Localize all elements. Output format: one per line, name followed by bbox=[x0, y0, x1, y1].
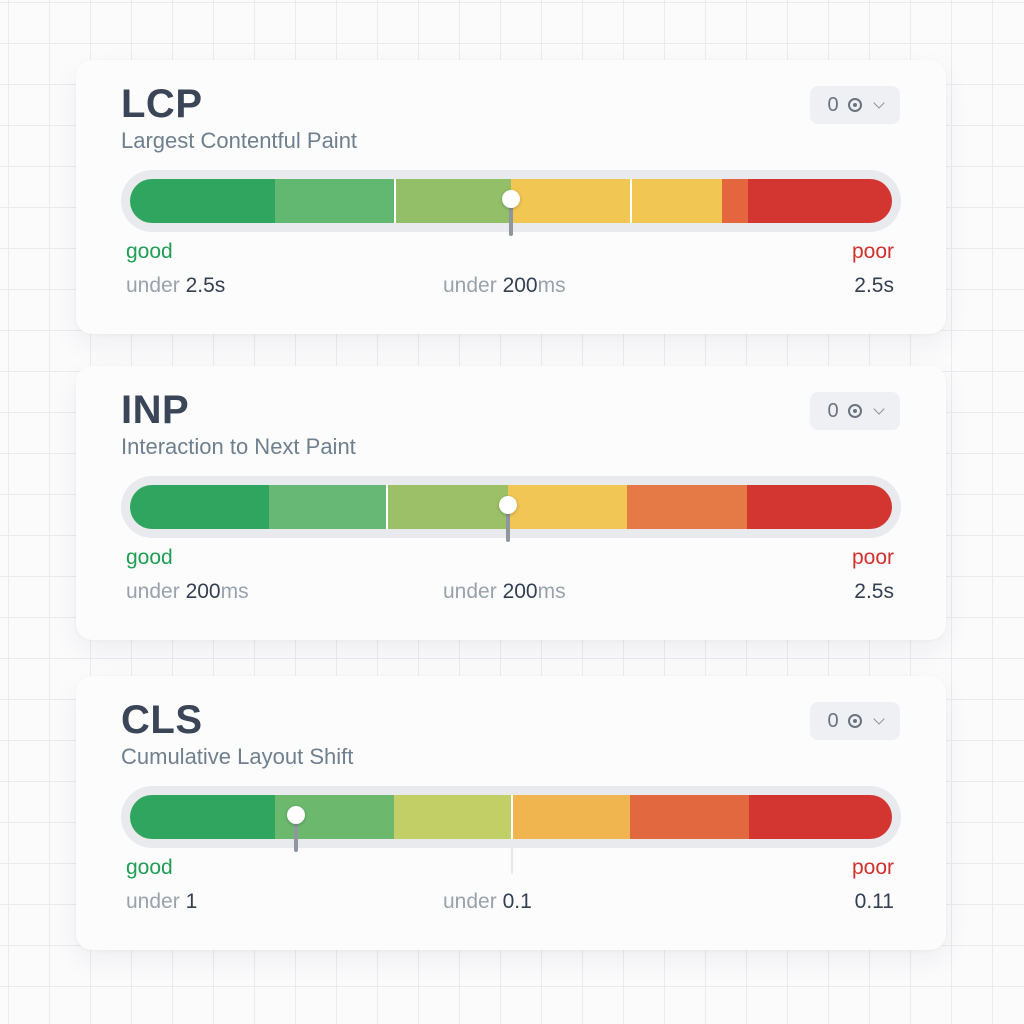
score-marker-handle[interactable] bbox=[502, 190, 520, 208]
score-bar bbox=[130, 179, 892, 223]
score-segment bbox=[722, 179, 748, 223]
threshold-tick bbox=[511, 848, 513, 874]
score-segment bbox=[749, 795, 892, 839]
score-marker-handle[interactable] bbox=[287, 806, 305, 824]
score-segment bbox=[387, 485, 508, 529]
score-bar bbox=[130, 795, 892, 839]
threshold-good: under 2.5s bbox=[126, 274, 226, 297]
score-segment bbox=[508, 485, 627, 529]
score-segment bbox=[394, 795, 512, 839]
chevron-down-icon bbox=[872, 402, 885, 415]
segment-divider bbox=[511, 795, 513, 839]
metric-title: LCP bbox=[121, 82, 203, 126]
metric-subtitle: Largest Contentful Paint bbox=[121, 128, 358, 153]
metric-dropdown[interactable]: 0 bbox=[810, 86, 900, 124]
threshold-poor: 2.5s bbox=[854, 274, 894, 297]
metric-subtitle: Cumulative Layout Shift bbox=[121, 744, 354, 769]
score-segment bbox=[512, 795, 630, 839]
poor-label: poor bbox=[851, 240, 894, 263]
metric-card-lcp: LCP Largest Contentful Paint 0 good poor… bbox=[76, 60, 946, 334]
score-segment bbox=[747, 485, 892, 529]
threshold-mid: under 200ms bbox=[443, 580, 566, 603]
score-segment bbox=[130, 795, 275, 839]
score-track bbox=[121, 786, 901, 848]
threshold-poor: 0.11 bbox=[854, 890, 894, 913]
metric-title: CLS bbox=[121, 698, 203, 742]
score-bar bbox=[130, 485, 892, 529]
score-segment bbox=[130, 485, 269, 529]
score-segment bbox=[269, 485, 387, 529]
count-value: 0 bbox=[827, 93, 839, 116]
threshold-poor: 2.5s bbox=[854, 580, 894, 603]
score-segment bbox=[511, 179, 722, 223]
chevron-down-icon bbox=[872, 712, 885, 725]
metric-dropdown[interactable]: 0 bbox=[810, 702, 900, 740]
segment-divider bbox=[394, 179, 396, 223]
threshold-mid: under 200ms bbox=[443, 274, 566, 297]
score-segment bbox=[630, 795, 749, 839]
count-value: 0 bbox=[827, 709, 839, 732]
good-label: good bbox=[126, 240, 173, 263]
metric-subtitle: Interaction to Next Paint bbox=[121, 434, 356, 459]
score-segment bbox=[130, 179, 275, 223]
threshold-good: under 200ms bbox=[126, 580, 249, 603]
threshold-good: under 1 bbox=[126, 890, 198, 913]
target-icon bbox=[847, 404, 862, 418]
poor-label: poor bbox=[851, 546, 894, 569]
score-track bbox=[121, 170, 901, 232]
score-marker-stem bbox=[509, 206, 513, 236]
threshold-mid: under 0.1 bbox=[443, 890, 532, 913]
count-value: 0 bbox=[827, 399, 839, 422]
score-marker-stem bbox=[294, 822, 298, 852]
metric-card-inp: INP Interaction to Next Paint 0 good poo… bbox=[76, 366, 946, 640]
metric-title: INP bbox=[121, 388, 190, 432]
score-marker-stem bbox=[506, 512, 510, 542]
metric-dropdown[interactable]: 0 bbox=[810, 392, 900, 430]
good-label: good bbox=[126, 856, 173, 879]
score-segment bbox=[394, 179, 511, 223]
score-segment bbox=[275, 179, 394, 223]
score-segment bbox=[627, 485, 747, 529]
poor-label: poor bbox=[851, 856, 894, 879]
good-label: good bbox=[126, 546, 173, 569]
score-segment bbox=[748, 179, 892, 223]
target-icon bbox=[847, 714, 862, 728]
score-marker-handle[interactable] bbox=[499, 496, 517, 514]
segment-divider bbox=[630, 179, 632, 223]
segment-divider bbox=[386, 485, 388, 529]
target-icon bbox=[847, 98, 862, 112]
metric-card-cls: CLS Cumulative Layout Shift 0 good poor … bbox=[76, 676, 946, 950]
chevron-down-icon bbox=[872, 96, 885, 109]
